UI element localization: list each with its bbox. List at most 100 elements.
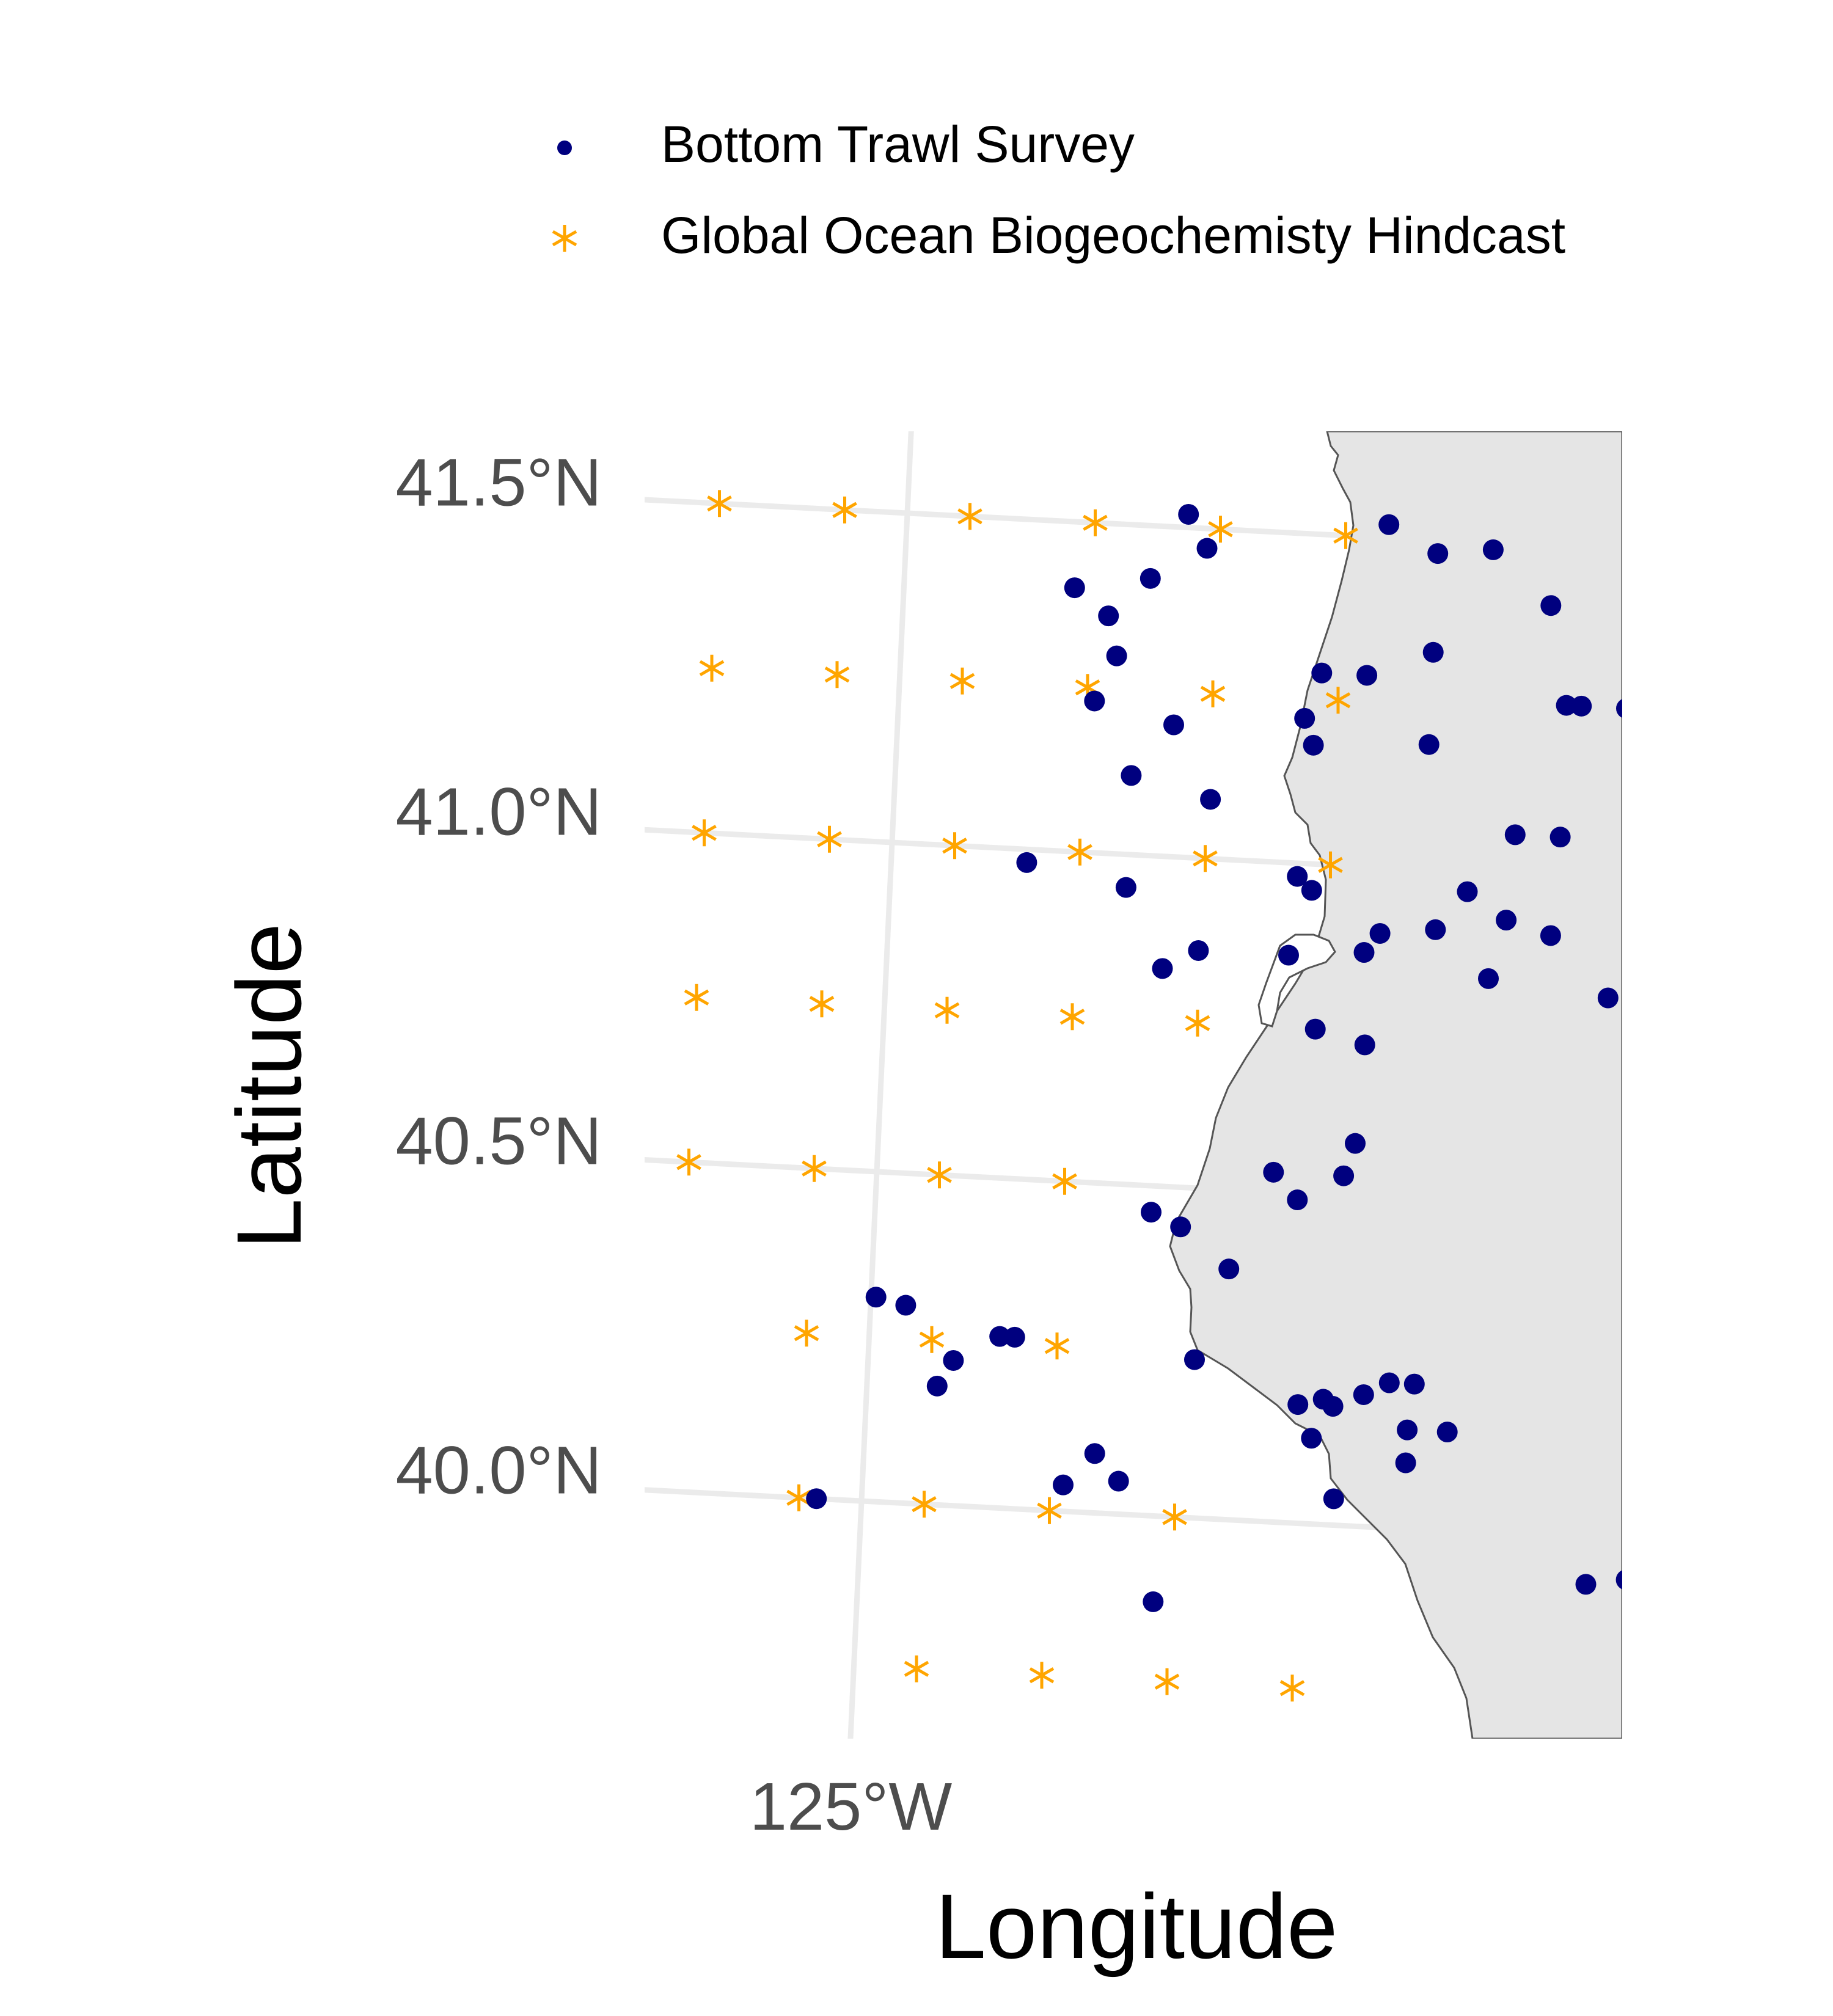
survey-point [1311,662,1333,684]
survey-point [1303,734,1324,756]
x-tick-labels: 125°W [750,1769,953,1844]
survey-point [1141,1202,1162,1223]
hindcast-point [832,496,857,524]
hindcast-point [1059,1003,1085,1031]
survey-point [1084,690,1105,712]
survey-point [1301,880,1322,901]
hindcast-point [684,984,709,1011]
hindcast-point [1318,851,1343,878]
hindcast-point [692,819,717,847]
survey-point [1333,1165,1355,1186]
survey-point [1184,1349,1205,1370]
hindcast-point [1185,1009,1210,1037]
survey-point [1353,1384,1374,1405]
map-panel [645,431,1726,1739]
hindcast-point [786,1484,811,1511]
survey-point [1395,1452,1416,1474]
hindcast-point [817,825,842,853]
hindcast-point [912,1491,937,1518]
survey-point [1178,503,1199,525]
survey-point [1616,699,1622,718]
survey-points [806,503,1726,1615]
survey-point [1301,1428,1322,1449]
hindcast-point [904,1655,929,1682]
survey-point [1356,665,1378,686]
legend-survey-label: Bottom Trawl Survey [661,115,1135,173]
survey-point [1597,987,1619,1009]
legend-hindcast-key [552,225,577,252]
survey-point [989,1326,1011,1347]
survey-point [1378,1372,1400,1393]
survey-point [1064,577,1085,599]
hindcast-point [949,667,975,695]
survey-point [1196,538,1218,559]
survey-point [1540,595,1562,616]
hindcast-point [1154,1668,1180,1695]
hindcast-point [1208,516,1233,543]
survey-point [1549,827,1571,848]
survey-point [1121,765,1142,786]
hindcast-point [1029,1662,1055,1689]
survey-point [1322,1396,1344,1417]
survey-point [865,1287,887,1308]
survey-point [1188,940,1209,961]
survey-point [1115,877,1136,898]
survey-point [1624,632,1645,653]
hindcast-points [676,490,1358,1702]
survey-point [1106,645,1127,667]
legend-hindcast-label: Global Ocean Biogeochemisty Hindcast [661,206,1565,264]
survey-point [1278,944,1299,966]
longitude-gridline [847,431,914,1739]
hindcast-point [824,661,850,688]
hindcast-point [1162,1503,1187,1531]
hindcast-point [1037,1497,1062,1524]
survey-point [1200,789,1221,810]
survey-point [1556,695,1577,716]
hindcast-point [957,503,982,530]
legend: Bottom Trawl Survey Global Ocean Biogeoc… [552,115,1565,264]
survey-point [1457,881,1478,902]
survey-point [1287,1394,1309,1415]
survey-point [926,1375,948,1397]
hindcast-point [1200,680,1226,707]
humboldt-bay-water [1257,933,1336,1028]
survey-point [1478,968,1499,989]
survey-point [1705,1594,1726,1615]
hindcast-point [1325,687,1351,714]
survey-point [1016,852,1037,873]
hindcast-point [934,996,960,1024]
hindcast-point [1052,1167,1077,1195]
hindcast-point [1279,1675,1305,1702]
survey-point [1323,1488,1344,1510]
hindcast-point [1083,509,1108,536]
survey-point [1263,1161,1284,1183]
hindcast-point [1333,522,1358,549]
survey-point [1403,1373,1425,1395]
hindcast-point [802,1155,827,1182]
hindcast-point [707,490,732,517]
survey-point [1369,922,1391,944]
hindcast-point [676,1149,701,1176]
survey-point [1170,1216,1191,1238]
y-tick-label: 40.5°N [395,1104,602,1179]
hindcast-point [942,832,967,860]
survey-point [943,1349,964,1371]
survey-point [1427,543,1449,564]
survey-point [1496,910,1517,931]
survey-point [1425,919,1446,940]
survey-point [1140,568,1161,589]
hindcast-point [1193,845,1218,872]
survey-point [1378,514,1400,535]
survey-point [1422,641,1444,663]
survey-point [1108,1470,1129,1492]
survey-point [1053,1474,1074,1496]
survey-point [1084,1443,1105,1464]
survey-point [1152,958,1173,979]
y-tick-labels: 41.5°N 41.0°N 40.5°N 40.0°N [395,445,602,1508]
survey-point [1504,824,1526,845]
survey-point [1571,695,1592,717]
survey-point [1575,1574,1597,1595]
survey-point [1218,1258,1240,1280]
survey-point [1397,1419,1418,1441]
